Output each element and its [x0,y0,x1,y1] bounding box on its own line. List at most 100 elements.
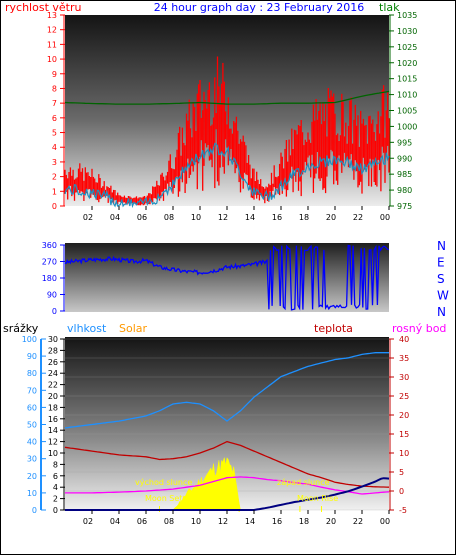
humidity-tick-label: 60 [27,403,37,412]
dewpoint-label: rosný bod [392,322,446,335]
time-tick-label: 02 [83,213,93,222]
wind-tick-label: 4 [52,143,57,152]
pressure-tick-label: 1020 [397,59,417,68]
temperature-tick-label: 5 [399,468,404,477]
time-tick-label: 20 [326,517,336,526]
time-tick-label: 08 [164,517,174,526]
wind-tick-label: 7 [52,99,57,108]
time-tick-label: 08 [164,213,174,222]
moonset-annotation: Moon Set [145,494,182,503]
wind-tick-label: 6 [52,114,57,123]
pressure-tick-label: 985 [397,170,412,179]
pressure-label: tlak [379,1,400,14]
time-tick-label: 04 [110,517,120,526]
page-title: 24 hour graph day : 23 February 2016 [154,1,365,14]
time-tick-label: 04 [110,213,120,222]
wind-tick-label: 10 [47,55,57,64]
humidity-tick-label: 50 [27,421,37,430]
time-tick-label: 20 [326,213,336,222]
rain-tick-label: 8 [53,460,58,469]
rain-tick-label: 18 [48,403,58,412]
moonrise-annotation: Moon Rise [297,494,338,503]
compass-label: S [437,272,445,286]
time-tick-label: 14 [245,213,255,222]
pressure-tick-label: 1015 [397,75,417,84]
wind-chart: 0123456789101112139759809859909951000100… [47,11,418,222]
temperature-tick-label: 10 [399,449,409,458]
pressure-tick-label: 990 [397,154,412,163]
time-tick-label: 14 [245,517,255,526]
compass-label: E [437,256,445,270]
wind-panel-background [65,15,389,206]
rain-tick-label: 28 [48,346,58,355]
humidity-label: vlhkost [67,322,107,335]
time-tick-label: 10 [191,213,201,222]
direction-tick-label: 90 [47,291,57,300]
rain-tick-label: 4 [53,483,58,492]
time-tick-label: 00 [380,517,390,526]
dewpoint-line [65,476,390,495]
temperature-tick-label: 15 [399,430,409,439]
temperature-tick-label: 0 [399,487,404,496]
pressure-tick-label: 975 [397,202,412,211]
wind-average-line [64,142,390,209]
pressure-line [64,90,390,105]
pressure-tick-label: 1010 [397,91,417,100]
humidity-tick-label: 20 [27,472,37,481]
time-tick-label: 18 [299,517,309,526]
direction-panel-background [65,243,389,312]
rain-tick-label: 24 [48,369,58,378]
direction-tick-label: 180 [42,274,57,283]
pressure-tick-label: 995 [397,138,412,147]
time-tick-label: 12 [218,517,228,526]
rain-tick-label: 2 [53,495,58,504]
wind-tick-label: 9 [52,70,57,79]
rain-tick-label: 20 [48,392,58,401]
compass-label: W [437,289,449,303]
wind-tick-label: 1 [52,187,57,196]
wind-tick-label: 2 [52,173,57,182]
wind-tick-label: 13 [47,11,57,20]
wind-tick-label: 11 [47,40,57,49]
temperature-line [64,440,390,488]
wind-direction-line [64,244,389,311]
humidity-tick-label: 0 [32,506,37,515]
solar-label: Solar [119,322,148,335]
rain-tick-label: 12 [48,438,58,447]
time-tick-label: 22 [353,213,363,222]
time-tick-label: 06 [137,517,147,526]
pressure-tick-label: 1030 [397,27,417,36]
temperature-tick-label: 35 [399,354,409,363]
direction-tick-label: 270 [42,258,57,267]
temperature-label: teplota [314,322,353,335]
time-tick-label: 00 [380,213,390,222]
rain-tick-label: 30 [48,335,58,344]
rain-tick-label: 0 [53,506,58,515]
time-tick-label: 16 [272,517,282,526]
humidity-tick-label: 70 [27,386,37,395]
rain-tick-label: 16 [48,415,58,424]
pressure-tick-label: 980 [397,186,412,195]
time-tick-label: 18 [299,213,309,222]
pressure-tick-label: 1000 [397,122,417,131]
time-tick-label: 10 [191,517,201,526]
wind-tick-label: 0 [52,202,57,211]
humidity-tick-label: 100 [22,335,37,344]
rain-tick-label: 10 [48,449,58,458]
temperature-tick-label: 25 [399,392,409,401]
wind-tick-label: 5 [52,129,57,138]
direction-tick-label: 0 [52,307,57,316]
rain-tick-label: 26 [48,358,58,367]
temperature-tick-label: -5 [399,506,407,515]
rain-tick-label: 14 [48,426,58,435]
humidity-tick-label: 10 [27,489,37,498]
time-tick-label: 22 [353,517,363,526]
humidity-tick-label: 80 [27,369,37,378]
wind-tick-label: 8 [52,84,57,93]
humidity-line [64,352,389,429]
time-tick-label: 02 [83,517,93,526]
humidity-tick-label: 40 [27,438,37,447]
